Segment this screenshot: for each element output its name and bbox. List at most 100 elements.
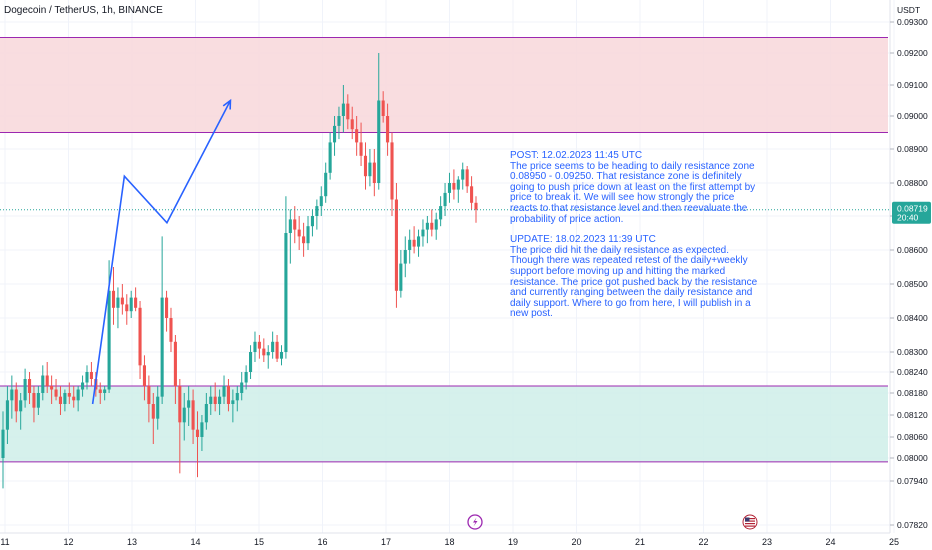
candle-body bbox=[470, 186, 474, 203]
time-tick-label: 14 bbox=[190, 537, 200, 547]
trade-idea-annotation: POST: 12.02.2023 11:45 UTC The price see… bbox=[510, 150, 760, 330]
candle-body bbox=[328, 142, 332, 173]
candle-body bbox=[72, 396, 76, 401]
time-tick-label: 25 bbox=[889, 537, 899, 547]
time-axis[interactable]: 11 12 13 14 15 16 17 18 19 20 21 22 23 24 25 bbox=[0, 532, 899, 547]
candle-body bbox=[452, 183, 456, 190]
price-tick-label: 0.08800 bbox=[897, 178, 928, 188]
candle-body bbox=[363, 155, 368, 177]
time-tick-label: 21 bbox=[635, 537, 645, 547]
candle-body bbox=[275, 341, 279, 359]
countdown-value: 20:40 bbox=[897, 213, 919, 223]
candle-body bbox=[447, 183, 452, 193]
price-axis[interactable]: USDT 0.09300 0.09200 0.09100 0.09000 0.08900 0… bbox=[889, 0, 931, 533]
candle-body bbox=[204, 404, 208, 423]
candle-body bbox=[306, 226, 310, 244]
candle-body bbox=[346, 103, 350, 120]
candle-body bbox=[125, 304, 129, 312]
candle-body bbox=[394, 199, 398, 291]
price-tick-label: 0.09000 bbox=[897, 111, 928, 121]
current-price-label bbox=[892, 201, 931, 224]
time-tick-label: 16 bbox=[317, 537, 327, 547]
candle-body bbox=[257, 341, 261, 349]
price-tick-label: 0.08120 bbox=[897, 410, 928, 420]
price-tick-label: 0.08500 bbox=[897, 279, 928, 289]
candle-body bbox=[310, 216, 314, 227]
candle-body bbox=[218, 396, 222, 404]
candle-body bbox=[5, 400, 9, 430]
candle-body bbox=[36, 393, 40, 408]
candle-body bbox=[372, 162, 376, 183]
time-tick-label: 18 bbox=[444, 537, 454, 547]
candle-body bbox=[425, 222, 429, 230]
candle-body bbox=[231, 400, 235, 404]
candle-body bbox=[45, 375, 49, 386]
price-tick-label: 0.09200 bbox=[897, 48, 928, 58]
candle-body bbox=[151, 404, 155, 419]
time-tick-label: 13 bbox=[127, 537, 137, 547]
candle-body bbox=[116, 297, 120, 308]
candle-body bbox=[421, 229, 425, 237]
candle-body bbox=[456, 179, 460, 190]
candle-body bbox=[337, 116, 341, 126]
projection-arrowhead bbox=[222, 98, 232, 110]
time-tick-label: 15 bbox=[254, 537, 264, 547]
time-tick-label: 19 bbox=[508, 537, 518, 547]
candle-body bbox=[107, 290, 111, 390]
candlestick-series bbox=[1, 53, 478, 489]
flag-stripe bbox=[745, 525, 755, 527]
candle-body bbox=[439, 206, 443, 220]
price-tick-label: 0.08300 bbox=[897, 347, 928, 357]
candle-body bbox=[403, 250, 407, 264]
candle-body bbox=[191, 400, 195, 430]
candle-body bbox=[249, 352, 253, 372]
price-tick-label: 0.09100 bbox=[897, 80, 928, 90]
price-tick-label: 0.07820 bbox=[897, 520, 928, 530]
annotation-post: POST: 12.02.2023 11:45 UTC The price see… bbox=[510, 150, 756, 225]
candle-body bbox=[138, 307, 142, 366]
candle-body bbox=[169, 318, 173, 342]
time-tick-label: 24 bbox=[825, 537, 835, 547]
candle-body bbox=[32, 393, 36, 408]
candle-body bbox=[63, 393, 67, 404]
event-markers[interactable] bbox=[467, 514, 758, 530]
candle-body bbox=[319, 196, 323, 207]
candle-body bbox=[195, 429, 200, 437]
candle-body bbox=[368, 162, 372, 177]
price-axis-unit: USDT bbox=[897, 5, 920, 15]
candle-body bbox=[147, 386, 151, 404]
candle-body bbox=[81, 382, 85, 390]
price-tick-label: 0.08240 bbox=[897, 367, 928, 377]
candle-body bbox=[85, 372, 89, 383]
candle-body bbox=[134, 297, 138, 308]
candle-body bbox=[213, 396, 217, 404]
candle-body bbox=[226, 386, 230, 404]
candle-body bbox=[302, 236, 306, 244]
candle-body bbox=[165, 297, 169, 318]
candle-body bbox=[341, 103, 345, 116]
candle-body bbox=[279, 352, 284, 359]
candle-body bbox=[315, 206, 319, 216]
projection-drawing[interactable] bbox=[91, 98, 232, 405]
candle-body bbox=[19, 400, 23, 412]
candle-body bbox=[10, 389, 14, 401]
price-tick-label: 0.08600 bbox=[897, 245, 928, 255]
candle-body bbox=[129, 297, 133, 312]
price-tick-label: 0.08400 bbox=[897, 313, 928, 323]
price-tick-label: 0.09300 bbox=[897, 17, 928, 27]
flag-stripe bbox=[745, 523, 755, 525]
candle-body bbox=[41, 375, 45, 393]
candle-body bbox=[111, 290, 116, 308]
candle-body bbox=[103, 389, 107, 393]
candle-body bbox=[293, 219, 297, 230]
candle-body bbox=[142, 365, 147, 386]
candle-body bbox=[244, 372, 248, 383]
candle-body bbox=[350, 119, 354, 130]
candle-body bbox=[14, 389, 18, 412]
support-zone bbox=[0, 386, 888, 462]
candle-body bbox=[474, 202, 478, 210]
candle-body bbox=[465, 169, 469, 187]
candle-body bbox=[416, 236, 421, 247]
candle-body bbox=[178, 386, 182, 423]
